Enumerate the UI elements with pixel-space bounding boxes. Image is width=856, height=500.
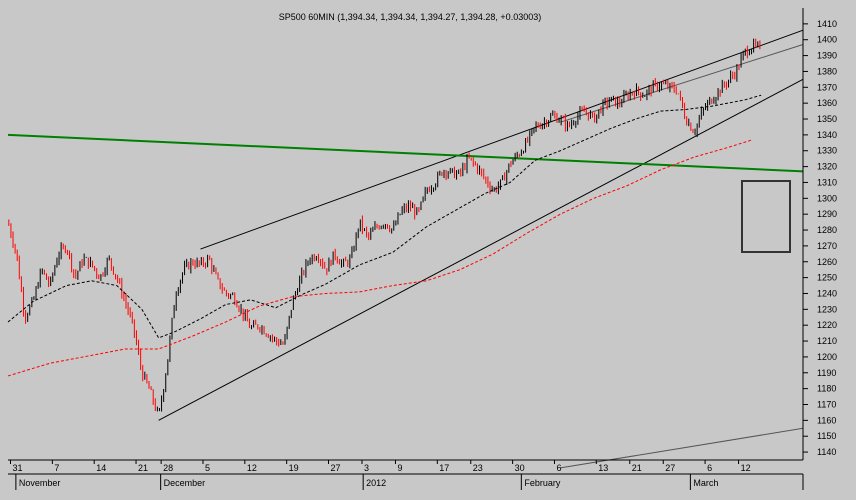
month-label: November [19, 478, 61, 488]
x-tick-label: 7 [54, 463, 59, 473]
x-tick-label: 9 [397, 463, 402, 473]
y-tick-label: 1270 [817, 241, 837, 251]
y-tick-label: 1410 [817, 19, 837, 29]
month-label: 2012 [366, 478, 386, 488]
x-tick-label: 6 [707, 463, 712, 473]
y-tick-label: 1200 [817, 352, 837, 362]
y-tick-label: 1280 [817, 225, 837, 235]
x-tick-label: 27 [331, 463, 341, 473]
x-tick-label: 5 [205, 463, 210, 473]
y-tick-label: 1350 [817, 114, 837, 124]
x-tick-label: 13 [598, 463, 608, 473]
month-label: March [693, 478, 718, 488]
trend-line [560, 427, 804, 469]
y-tick-label: 1330 [817, 146, 837, 156]
y-tick-label: 1290 [817, 209, 837, 219]
y-tick-label: 1160 [817, 415, 836, 425]
x-tick-label: 31 [13, 463, 23, 473]
y-tick-label: 1390 [817, 51, 837, 61]
ma-long-line [7, 139, 753, 377]
x-tick-label: 21 [632, 463, 642, 473]
y-tick-label: 1240 [817, 288, 837, 298]
month-label: December [164, 478, 206, 488]
x-tick-label: 30 [515, 463, 525, 473]
y-tick-label: 1190 [817, 368, 836, 378]
highlight-box [741, 180, 791, 253]
x-tick-label: 27 [665, 463, 675, 473]
x-tick-label: 23 [473, 463, 483, 473]
y-tick-label: 1340 [817, 130, 837, 140]
x-tick-label: 3 [364, 463, 369, 473]
y-tick-label: 1300 [817, 193, 837, 203]
trend-line [158, 78, 804, 421]
y-tick-label: 1400 [817, 35, 837, 45]
x-tick-label: 12 [247, 463, 257, 473]
y-tick-label: 1380 [817, 66, 837, 76]
y-tick-label: 1220 [817, 320, 837, 330]
x-tick-label: 17 [439, 463, 449, 473]
y-tick-label: 1310 [817, 177, 837, 187]
y-tick-label: 1230 [817, 304, 837, 314]
x-tick-label: 21 [138, 463, 148, 473]
x-tick-label: 6 [556, 463, 561, 473]
ma-short-line [7, 94, 762, 339]
x-tick-label: 28 [163, 463, 173, 473]
y-tick-label: 1370 [817, 82, 837, 92]
y-tick-label: 1360 [817, 98, 837, 108]
y-tick-label: 1150 [817, 431, 836, 441]
chart-title: SP500 60MIN (1,394.34, 1,394.34, 1,394.2… [279, 12, 541, 22]
y-tick-label: 1170 [817, 399, 836, 409]
y-tick-label: 1210 [817, 336, 837, 346]
y-tick-label: 1180 [817, 384, 836, 394]
y-tick-label: 1250 [817, 273, 837, 283]
y-tick-label: 1140 [817, 447, 836, 457]
y-tick-label: 1260 [817, 257, 837, 267]
y-tick-label: 1320 [817, 162, 837, 172]
month-label: February [524, 478, 561, 488]
x-tick-label: 19 [289, 463, 299, 473]
x-tick-label: 14 [96, 463, 106, 473]
green-resistance-line [7, 133, 804, 173]
trend-line [200, 29, 804, 250]
x-tick-label: 12 [741, 463, 751, 473]
